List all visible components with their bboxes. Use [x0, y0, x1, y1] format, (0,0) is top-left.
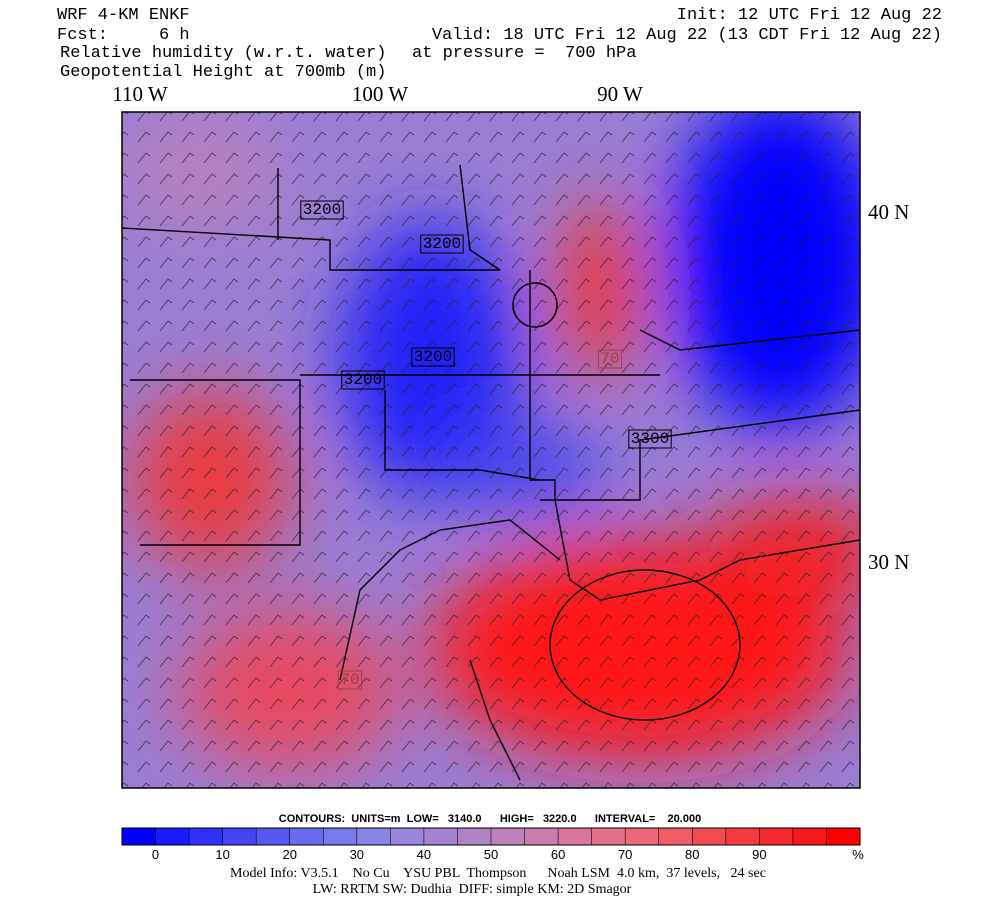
colorbar-swatch — [591, 828, 626, 845]
colorbar-swatch — [524, 828, 559, 845]
colorbar-swatch — [122, 828, 156, 845]
contour-label-box — [341, 370, 385, 390]
init-time: Init: 12 UTC Fri 12 Aug 22 — [677, 6, 942, 25]
colorbar-label: 50 — [484, 847, 498, 862]
colorbar-swatch — [826, 828, 861, 845]
colorbar-swatch — [423, 828, 458, 845]
model-title: WRF 4-KM ENKF — [57, 6, 190, 25]
colorbar-label: 60 — [551, 847, 565, 862]
contour-labels: 3200 3200 3200 3200 3300 70 70 — [300, 200, 672, 690]
colorbar-label: 40 — [417, 847, 431, 862]
model-info: LW: RRTM SW: Dudhia DIFF: simple KM: 2D … — [313, 882, 632, 897]
contours-info: CONTOURS: UNITS=m LOW= 3140.0 HIGH= 3220… — [279, 813, 701, 825]
longitude-label: 90 W — [597, 82, 643, 106]
contour-label: 3300 — [631, 430, 669, 448]
colorbar-unit: % — [852, 847, 864, 862]
colorbar-swatch — [256, 828, 291, 845]
contour-label-box — [597, 349, 623, 369]
contour-label-box — [420, 234, 464, 254]
colorbar-swatch — [625, 828, 660, 845]
colorbar-swatch — [725, 828, 760, 845]
model-info: Model Info: V3.5.1 No Cu YSU PBL Thompso… — [230, 866, 766, 881]
contour-label: 3200 — [423, 235, 461, 253]
longitude-label: 110 W — [112, 82, 168, 106]
colorbar-swatch — [658, 828, 693, 845]
forecast-hour: Fcst: 6 h — [57, 26, 190, 45]
colorbar: 0 10 20 30 40 50 60 70 80 90% — [121, 827, 864, 862]
colorbar-swatch — [759, 828, 794, 845]
colorbar-swatch — [390, 828, 425, 845]
contour-label-box — [628, 429, 672, 449]
field-name: Geopotential Height at 700mb (m) — [60, 63, 386, 82]
contour-label-box — [300, 200, 344, 220]
colorbar-swatch — [189, 828, 223, 845]
colorbar-swatch — [289, 828, 324, 845]
colorbar-swatch — [558, 828, 592, 845]
colorbar-swatch — [155, 828, 190, 845]
colorbar-swatch — [323, 828, 358, 845]
colorbar-swatch — [491, 828, 525, 845]
contour-label: 3200 — [344, 371, 382, 389]
colorbar-label: 80 — [685, 847, 699, 862]
colorbar-swatch — [356, 828, 391, 845]
colorbar-label: 70 — [618, 847, 632, 862]
colorbar-swatch — [692, 828, 727, 845]
contour-label: 3200 — [414, 348, 452, 366]
map-field — [122, 112, 860, 788]
contour-label: 3200 — [303, 201, 341, 219]
colorbar-label: 30 — [350, 847, 364, 862]
colorbar-label: 0 — [152, 847, 159, 862]
contour-label-box — [337, 670, 363, 690]
colorbar-label: 10 — [215, 847, 229, 862]
map-frame — [121, 111, 861, 789]
contour-label: 70 — [340, 671, 359, 689]
latitude-label: 30 N — [868, 550, 909, 574]
longitude-label: 100 W — [352, 82, 408, 106]
colorbar-label: 90 — [752, 847, 766, 862]
latitude-label: 40 N — [868, 200, 909, 224]
contour-label-box — [411, 347, 455, 367]
valid-time: Valid: 18 UTC Fri 12 Aug 22 (13 CDT Fri … — [432, 26, 942, 45]
field-name: Relative humidity (w.r.t. water) — [60, 44, 386, 63]
colorbar-label: 20 — [282, 847, 296, 862]
pressure-level: at pressure = 700 hPa — [412, 44, 636, 63]
contour-label: 70 — [600, 350, 619, 368]
colorbar-swatch — [792, 828, 827, 845]
colorbar-swatch — [457, 828, 492, 845]
colorbar-swatch — [222, 828, 257, 845]
